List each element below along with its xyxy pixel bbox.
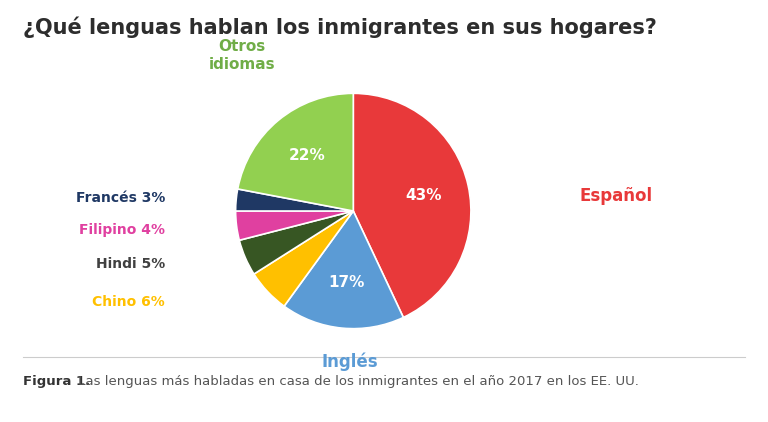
Text: Filipino 4%: Filipino 4% — [79, 223, 165, 237]
Text: Chino 6%: Chino 6% — [92, 295, 165, 309]
Wedge shape — [240, 211, 353, 274]
Wedge shape — [238, 93, 353, 211]
Wedge shape — [254, 211, 353, 306]
Text: Otros
idiomas: Otros idiomas — [209, 39, 275, 72]
Text: Hindi 5%: Hindi 5% — [96, 257, 165, 271]
Wedge shape — [236, 211, 353, 240]
Text: 17%: 17% — [328, 275, 365, 290]
Text: 43%: 43% — [406, 188, 442, 203]
Text: Las lenguas más habladas en casa de los inmigrantes en el año 2017 en los EE. UU: Las lenguas más habladas en casa de los … — [74, 376, 640, 388]
Text: Francés 3%: Francés 3% — [76, 191, 165, 206]
Wedge shape — [284, 211, 403, 329]
Wedge shape — [236, 189, 353, 211]
Text: Español: Español — [580, 187, 653, 205]
Text: ¿Qué lenguas hablan los inmigrantes en sus hogares?: ¿Qué lenguas hablan los inmigrantes en s… — [23, 17, 657, 38]
Text: Figura 1.: Figura 1. — [23, 376, 91, 388]
Text: Inglés: Inglés — [321, 352, 378, 371]
Wedge shape — [353, 93, 471, 317]
Text: 22%: 22% — [289, 148, 326, 163]
